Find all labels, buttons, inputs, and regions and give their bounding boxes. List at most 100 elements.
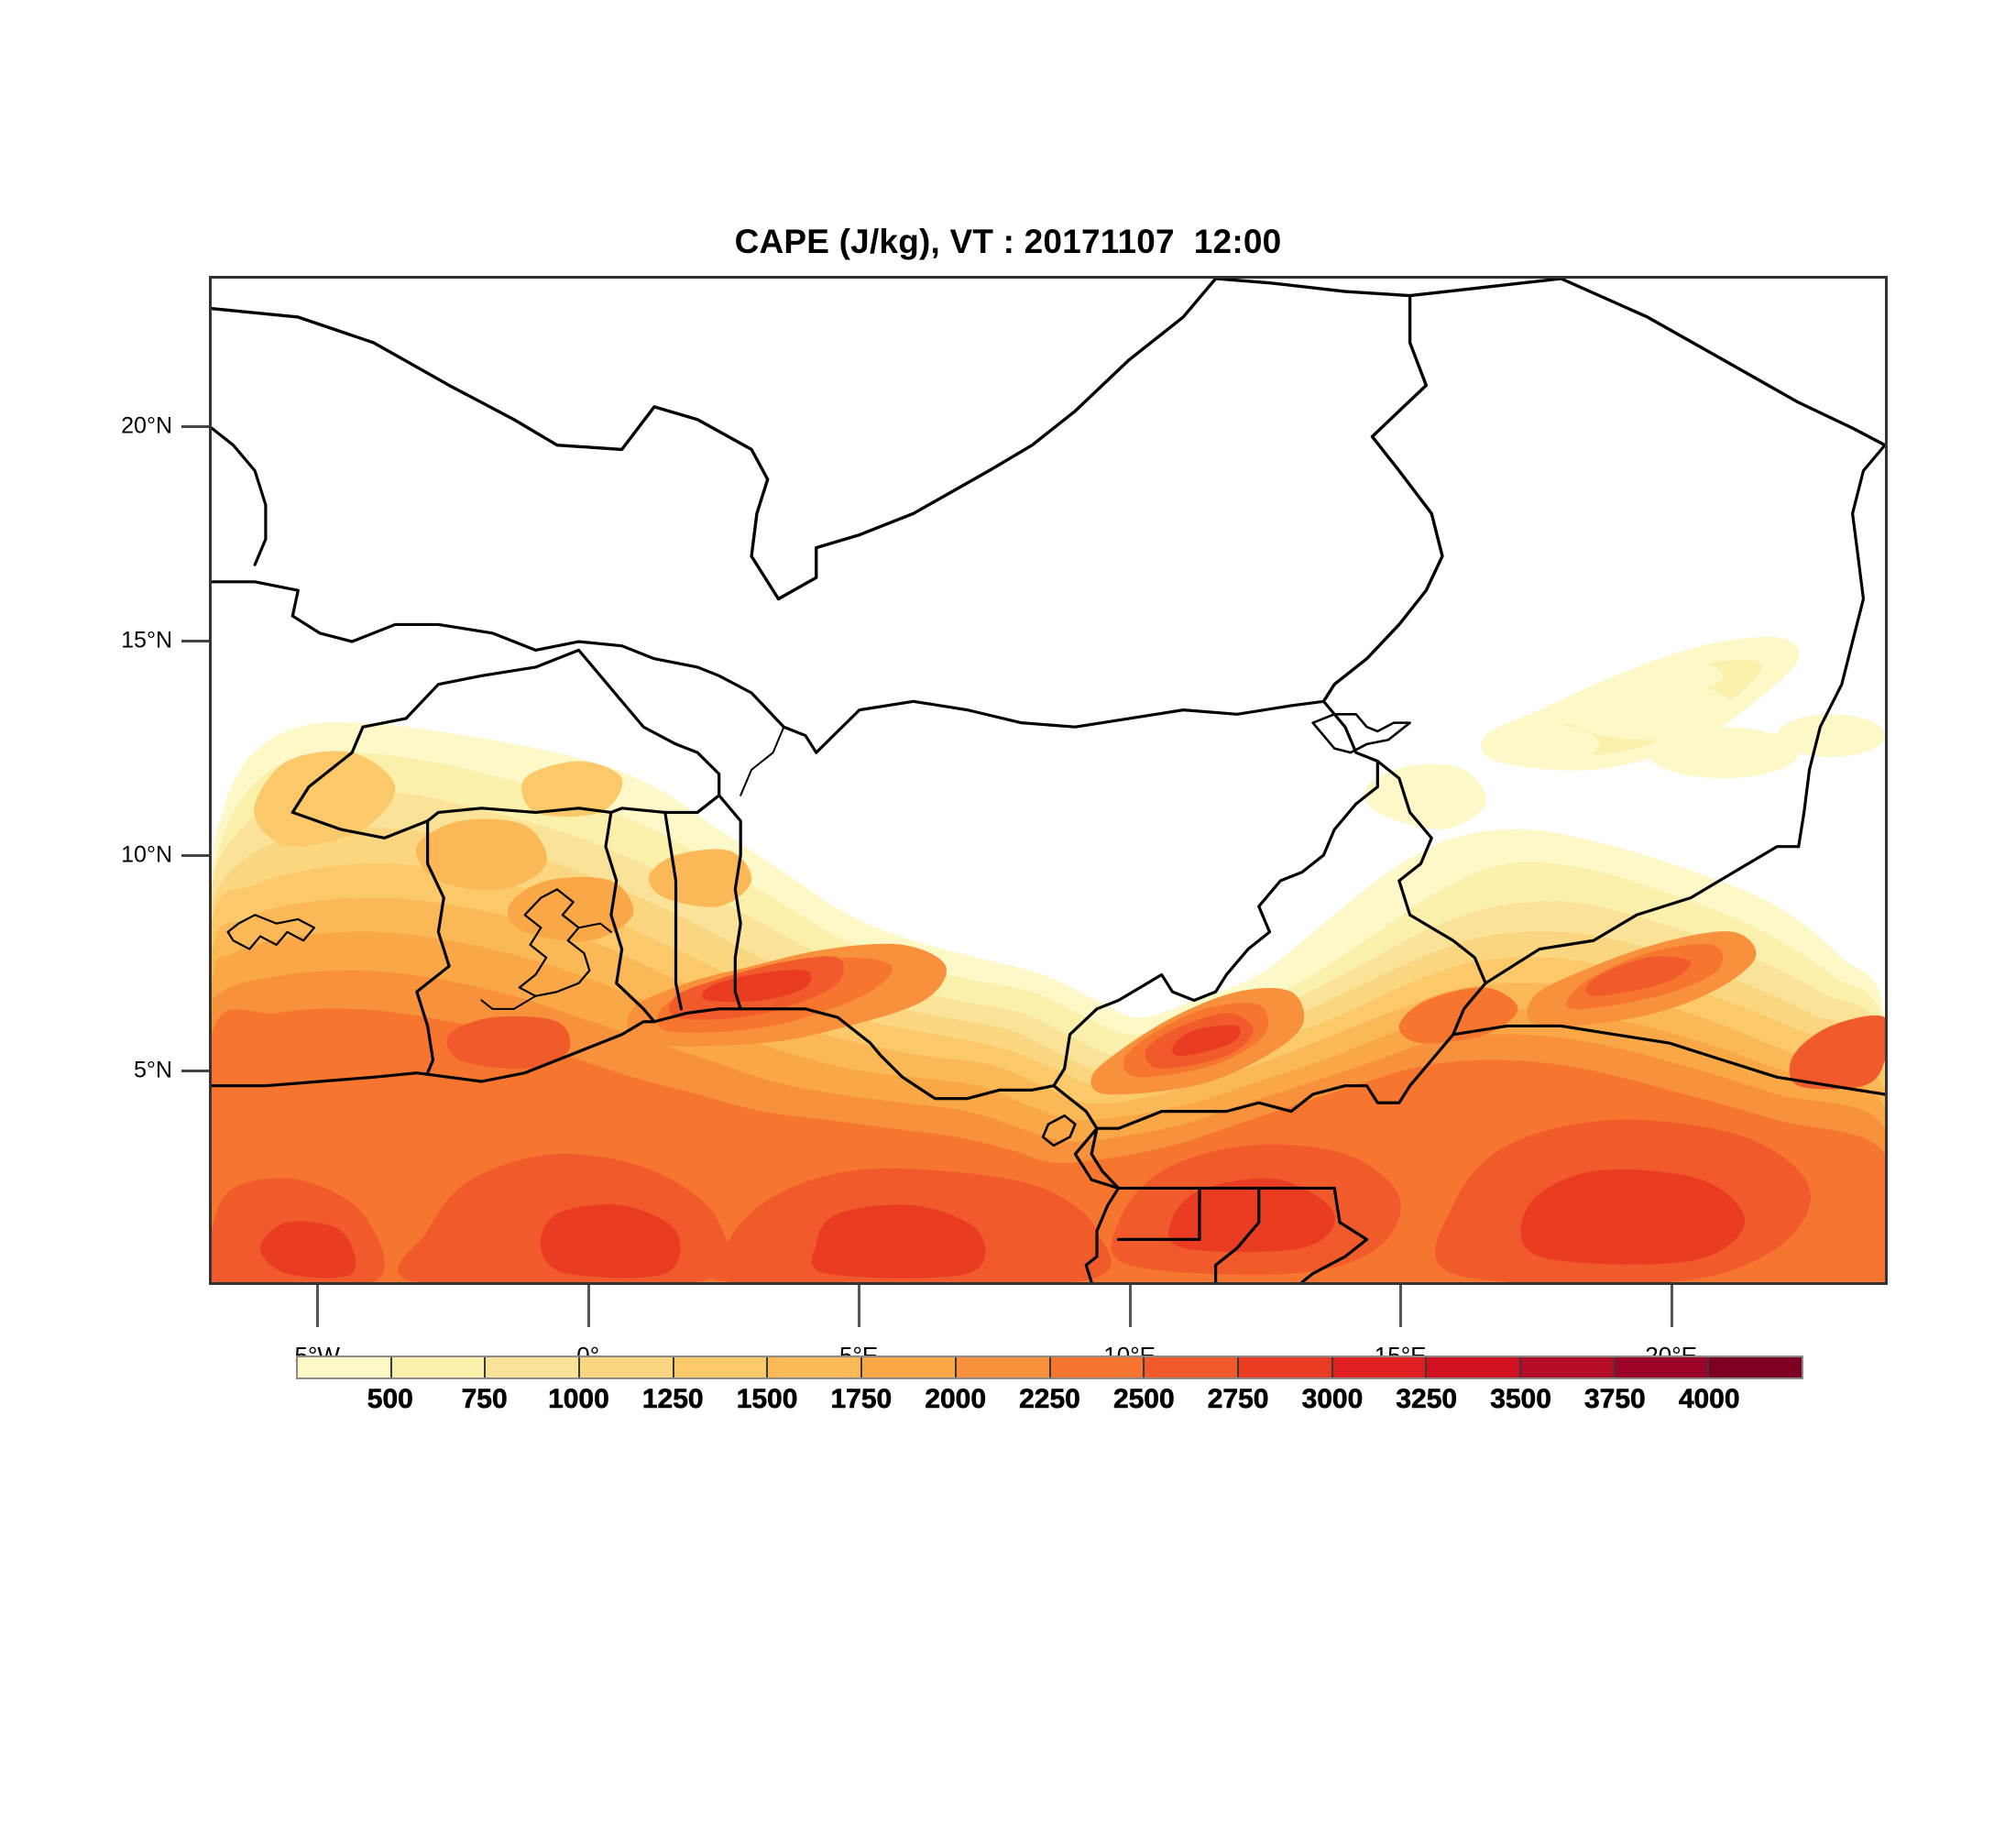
colorbar-tick-label: 1250	[641, 1384, 704, 1415]
x-tick	[1399, 1285, 1403, 1327]
cape-contour-band	[260, 1221, 356, 1279]
colorbar-tick-label: 2750	[1207, 1384, 1269, 1415]
colorbar-tick-label: 1750	[830, 1384, 893, 1415]
x-tick	[1128, 1285, 1132, 1327]
colorbar-segment	[1518, 1357, 1614, 1377]
border-line	[604, 810, 656, 1024]
cape-patch	[1647, 727, 1799, 779]
border-line	[1073, 759, 1487, 1191]
cape-contour-band	[416, 818, 547, 891]
y-tick-label: 5°N	[134, 1057, 172, 1083]
colorbar-tick-label: 2000	[925, 1384, 987, 1415]
cape-contour-band	[702, 970, 812, 1003]
cape-contour-band	[521, 761, 623, 818]
chart-title: CAPE (J/kg), VT : 20171107 12:00	[734, 223, 1282, 260]
cape-patch	[1637, 661, 1724, 691]
colorbar-segment	[298, 1357, 390, 1377]
border-line	[415, 819, 451, 1075]
cape-contour-band	[1168, 1178, 1335, 1253]
colorbar-tick-label: 750	[461, 1384, 508, 1415]
cape-contour-band	[811, 1204, 986, 1279]
cape-contour-band	[1520, 1169, 1745, 1265]
border-line	[1116, 1186, 1201, 1241]
cape-contour-band	[254, 751, 396, 847]
colorbar-segment	[954, 1357, 1049, 1377]
y-tick	[181, 424, 209, 428]
border-line	[212, 279, 1218, 601]
border-line	[1214, 1186, 1261, 1282]
border-line	[1300, 1186, 1369, 1282]
border-line	[212, 426, 268, 566]
border-line	[290, 794, 721, 840]
cape-contour-band	[1585, 956, 1692, 996]
y-tick-label: 10°N	[121, 841, 172, 868]
colorbar-segment	[1236, 1357, 1331, 1377]
y-tick-label: 15°N	[121, 627, 172, 653]
colorbar-segment	[1048, 1357, 1144, 1377]
colorbar-segment	[1143, 1357, 1237, 1377]
border-line	[212, 580, 300, 618]
x-tick	[858, 1285, 861, 1327]
colorbar-segment	[389, 1357, 485, 1377]
border-line	[226, 914, 316, 950]
border-line	[1311, 713, 1411, 754]
border-line	[1797, 444, 1885, 849]
cape-patch	[1561, 680, 1735, 741]
cape-patch	[1501, 724, 1599, 763]
border-line	[1484, 845, 1801, 985]
colorbar-segment	[578, 1357, 673, 1377]
y-tick	[181, 854, 209, 858]
colorbar-tick-label: 2250	[1019, 1384, 1080, 1415]
border-line	[718, 794, 742, 1011]
x-tick	[1670, 1285, 1673, 1327]
border-line	[480, 994, 537, 1010]
border-line	[663, 810, 684, 1011]
colorbar-segment	[1331, 1357, 1426, 1377]
map-canvas	[212, 279, 1885, 1282]
cape-contour-band	[540, 1204, 681, 1279]
border-line	[577, 922, 612, 933]
cape-contour-band	[1789, 1015, 1885, 1090]
border-line	[290, 614, 818, 754]
border-line	[1052, 699, 1379, 1088]
colorbar-tick-label: 3250	[1396, 1384, 1458, 1415]
y-tick	[181, 640, 209, 643]
cape-contour-band	[446, 1015, 571, 1070]
colorbar[interactable]	[296, 1356, 1803, 1379]
colorbar-segment	[1613, 1357, 1708, 1377]
x-tick	[316, 1285, 320, 1327]
border-line	[815, 699, 1326, 754]
x-tick	[586, 1285, 590, 1327]
colorbar-tick-label: 2500	[1112, 1384, 1175, 1415]
colorbar-segment	[1425, 1357, 1519, 1377]
colorbar-segment	[860, 1357, 955, 1377]
colorbar-segment	[766, 1357, 861, 1377]
border-line	[290, 648, 721, 814]
border-line	[1452, 1024, 1885, 1096]
map-axes[interactable]	[209, 276, 1888, 1285]
colorbar-tick-label: 4000	[1678, 1384, 1740, 1415]
colorbar-tick-label: 3750	[1584, 1384, 1646, 1415]
border-line	[1041, 1114, 1077, 1147]
y-tick	[181, 1069, 209, 1072]
border-line	[1213, 279, 1444, 703]
country-borders-layer	[212, 279, 1885, 1282]
border-line	[1052, 1084, 1121, 1282]
cape-patch	[1393, 778, 1470, 813]
colorbar-tick-label: 3500	[1490, 1384, 1551, 1415]
colorbar-segment	[1707, 1357, 1802, 1377]
border-line	[212, 1007, 1056, 1101]
border-line	[518, 888, 591, 997]
border-line	[740, 726, 785, 796]
colorbar-tick-label: 1000	[548, 1384, 609, 1415]
cape-patch	[1777, 714, 1885, 757]
colorbar-segment	[484, 1357, 579, 1377]
border-line	[1408, 279, 1563, 298]
colorbar-gradient	[296, 1356, 1803, 1379]
border-line	[1559, 279, 1885, 447]
cape-contour-band	[1171, 1025, 1241, 1057]
colorbar-segment	[672, 1357, 767, 1377]
colorbar-tick-label: 3000	[1301, 1384, 1364, 1415]
colorbar-tick-label: 500	[367, 1384, 413, 1415]
